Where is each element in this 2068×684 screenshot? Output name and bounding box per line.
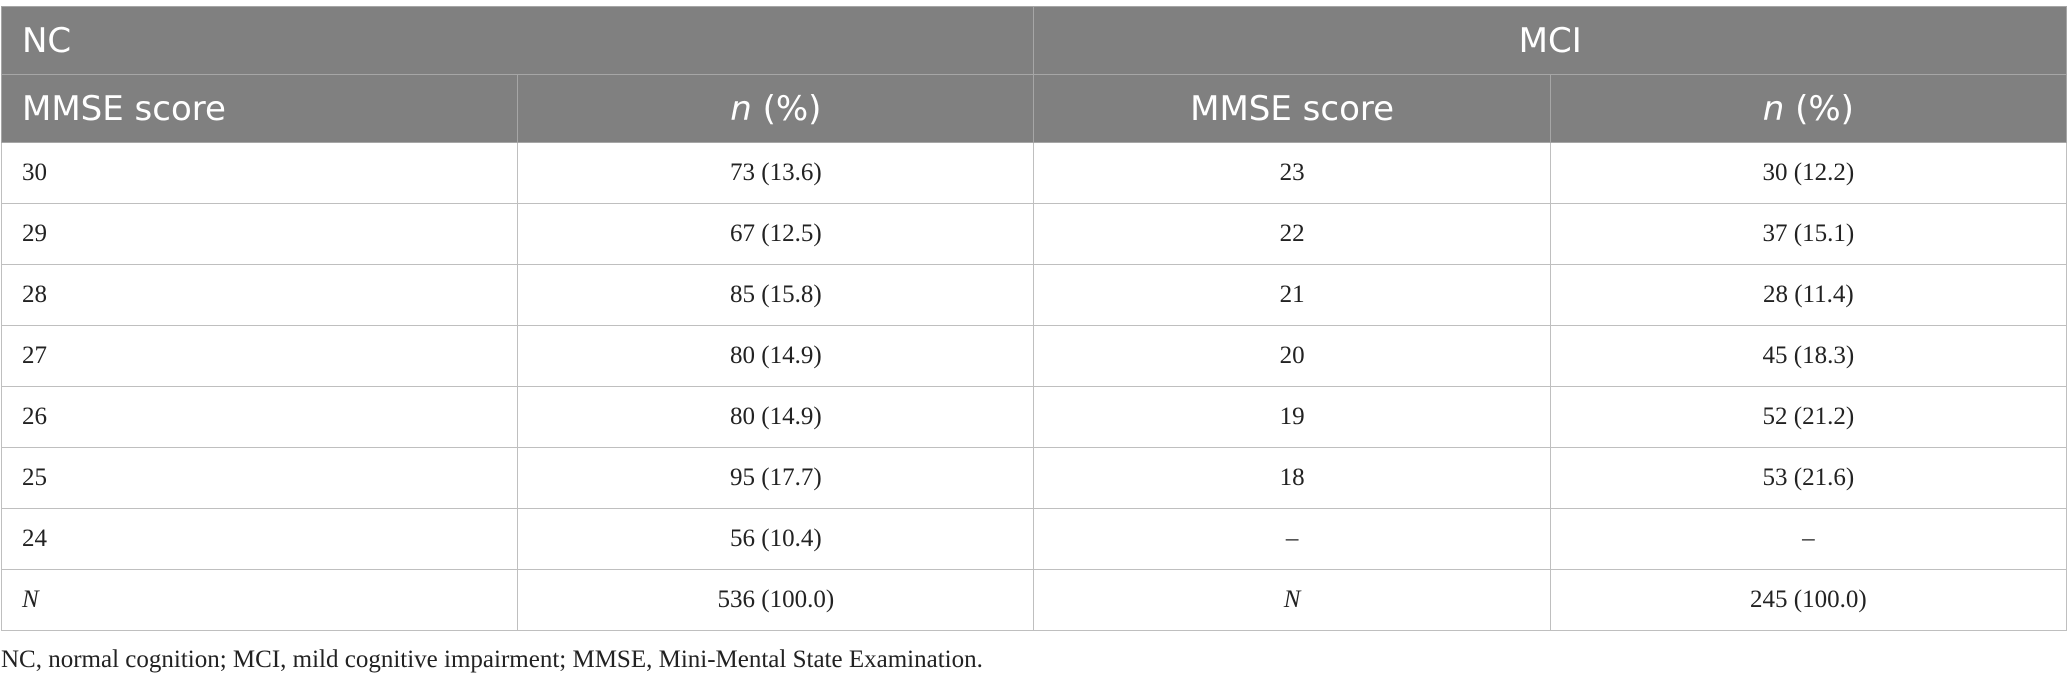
nc-total-count: 536 (100.0) bbox=[517, 569, 1035, 631]
table-row: 25 95 (17.7) 18 53 (21.6) bbox=[0, 447, 2068, 509]
mci-score-cell: – bbox=[1033, 508, 1551, 570]
mci-count-cell: 53 (21.6) bbox=[1549, 447, 2068, 509]
nc-count-cell: 80 (14.9) bbox=[517, 325, 1035, 387]
mci-count-cell: 37 (15.1) bbox=[1549, 203, 2068, 265]
table-row: 29 67 (12.5) 22 37 (15.1) bbox=[0, 203, 2068, 265]
mci-mmse-header: MMSE score bbox=[1033, 74, 1551, 143]
nc-score-cell: 29 bbox=[0, 203, 519, 265]
percent-label: (%) bbox=[1784, 88, 1854, 129]
group-header-mci: MCI bbox=[1033, 6, 2067, 75]
table-row: 24 56 (10.4) – – bbox=[0, 508, 2068, 570]
table-row: 28 85 (15.8) 21 28 (11.4) bbox=[0, 264, 2068, 326]
sub-header-row: MMSE score n (%) MMSE score n (%) bbox=[0, 74, 2068, 143]
mci-total-count: 245 (100.0) bbox=[1549, 569, 2068, 631]
table-row: 27 80 (14.9) 20 45 (18.3) bbox=[0, 325, 2068, 387]
mci-score-cell: 18 bbox=[1033, 447, 1551, 509]
mmse-distribution-table: NC MCI MMSE score n (%) MMSE score n (%)… bbox=[0, 6, 2068, 631]
percent-label: (%) bbox=[751, 88, 822, 129]
table-row: 30 73 (13.6) 23 30 (12.2) bbox=[0, 142, 2068, 204]
mci-score-cell: 21 bbox=[1033, 264, 1551, 326]
nc-count-cell: 67 (12.5) bbox=[517, 203, 1035, 265]
group-header-nc: NC bbox=[0, 6, 1035, 75]
table-container: NC MCI MMSE score n (%) MMSE score n (%)… bbox=[0, 6, 2068, 631]
nc-count-cell: 56 (10.4) bbox=[517, 508, 1035, 570]
mci-total-label: N bbox=[1033, 569, 1551, 631]
nc-mmse-header: MMSE score bbox=[0, 74, 519, 143]
table-row: 26 80 (14.9) 19 52 (21.2) bbox=[0, 386, 2068, 448]
group-header-row: NC MCI bbox=[0, 6, 2067, 75]
mci-score-cell: 22 bbox=[1033, 203, 1551, 265]
nc-count-cell: 95 (17.7) bbox=[517, 447, 1035, 509]
nc-total-label: N bbox=[0, 569, 519, 631]
nc-n-header: n (%) bbox=[517, 74, 1035, 143]
nc-score-cell: 28 bbox=[0, 264, 519, 326]
mci-score-cell: 23 bbox=[1033, 142, 1551, 204]
nc-score-cell: 30 bbox=[0, 142, 519, 204]
mci-score-cell: 19 bbox=[1033, 386, 1551, 448]
nc-count-cell: 73 (13.6) bbox=[517, 142, 1035, 204]
total-row: N 536 (100.0) N 245 (100.0) bbox=[0, 569, 2068, 631]
mci-count-cell: 28 (11.4) bbox=[1549, 264, 2068, 326]
table-footnote: NC, normal cognition; MCI, mild cognitiv… bbox=[1, 646, 983, 673]
mci-count-cell: – bbox=[1549, 508, 2068, 570]
n-italic: n bbox=[1762, 88, 1785, 129]
mci-count-cell: 30 (12.2) bbox=[1549, 142, 2068, 204]
mci-count-cell: 52 (21.2) bbox=[1549, 386, 2068, 448]
nc-count-cell: 80 (14.9) bbox=[517, 386, 1035, 448]
n-italic: n bbox=[730, 88, 752, 129]
nc-score-cell: 27 bbox=[0, 325, 519, 387]
mci-n-header: n (%) bbox=[1549, 74, 2068, 143]
nc-score-cell: 24 bbox=[0, 508, 519, 570]
nc-score-cell: 25 bbox=[0, 447, 519, 509]
nc-score-cell: 26 bbox=[0, 386, 519, 448]
nc-count-cell: 85 (15.8) bbox=[517, 264, 1035, 326]
mci-score-cell: 20 bbox=[1033, 325, 1551, 387]
mci-count-cell: 45 (18.3) bbox=[1549, 325, 2068, 387]
